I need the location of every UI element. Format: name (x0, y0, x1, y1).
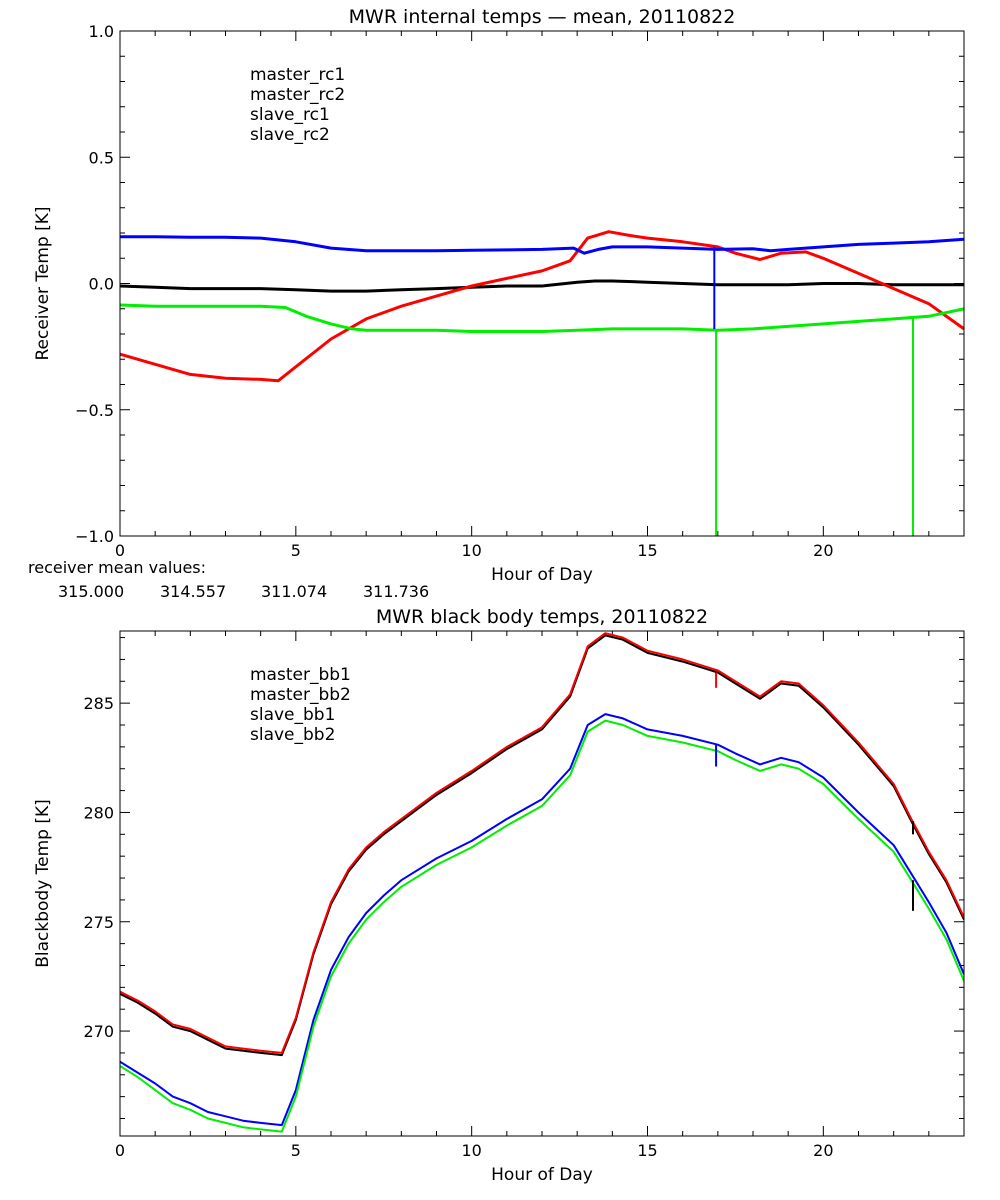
x-tick-label: 15 (637, 1141, 657, 1160)
mean-value-master-rc2: 314.557 (160, 582, 226, 601)
y-tick-label: 280 (83, 803, 114, 822)
plot-frame-blackbody (119, 630, 965, 1137)
y-tick-label: 270 (83, 1022, 114, 1041)
legend-entry-slave_rc1: slave_rc1 (250, 105, 330, 125)
chart-panel-receiver: MWR internal temps — mean, 20110822 0 5 10 1… (33, 6, 965, 585)
series-line-slave_rc1 (120, 235, 964, 255)
x-tick-label: 5 (291, 541, 301, 560)
y-tick-label: 285 (83, 694, 114, 713)
x-tick-label: 10 (461, 1141, 481, 1160)
series-line-slave_bb2 (120, 719, 964, 1133)
x-tick-label: 15 (637, 541, 657, 560)
mean-value-slave-rc2: 311.736 (363, 582, 429, 601)
mean-value-slave-rc1: 311.074 (261, 582, 327, 601)
legend-entry-master_rc1: master_rc1 (250, 65, 345, 85)
y-tick-label: 1.0 (89, 22, 114, 41)
x-tick-label: 0 (115, 541, 125, 560)
y-tick-label: 0.0 (89, 275, 114, 294)
y-axis-label-blackbody: Blackbody Temp [K] (33, 799, 53, 968)
series-line-slave_bb1 (120, 713, 964, 1127)
legend-entry-slave_bb2: slave_bb2 (250, 725, 335, 745)
chart-title-blackbody: MWR black body temps, 20110822 (376, 606, 708, 628)
plot-frame-receiver (119, 30, 965, 537)
y-tick-label: −0.5 (75, 401, 114, 420)
x-axis-label-receiver: Hour of Day (491, 565, 593, 585)
legend-entry-master_bb2: master_bb2 (250, 685, 351, 705)
y-tick-label: 275 (83, 913, 114, 932)
y-tick-label: 0.5 (89, 148, 114, 167)
chart-panel-blackbody: MWR black body temps, 20110822 0 5 10 15 20 27… (33, 606, 965, 1185)
series-line-master_bb1 (120, 634, 964, 1057)
legend-entry-slave_bb1: slave_bb1 (250, 705, 335, 725)
x-tick-label: 5 (291, 1141, 301, 1160)
legend-entry-slave_rc2: slave_rc2 (250, 125, 330, 145)
plot-area (120, 632, 964, 1133)
series-line-slave_rc2 (120, 303, 964, 333)
y-axis-label-receiver: Receiver Temp [K] (33, 206, 53, 360)
x-axis-label-blackbody: Hour of Day (491, 1165, 593, 1185)
mean-value-master-rc1: 315.000 (58, 582, 124, 601)
legend-entry-master_bb1: master_bb1 (250, 665, 351, 685)
series-line-master_bb2 (120, 632, 964, 1054)
x-tick-label: 10 (461, 541, 481, 560)
x-tick-label: 20 (813, 1141, 833, 1160)
legend-entry-master_rc2: master_rc2 (250, 85, 345, 105)
x-tick-label: 0 (115, 1141, 125, 1160)
series-line-master_rc1 (120, 279, 964, 293)
mean-values-label: receiver mean values: (28, 558, 206, 577)
chart-title-receiver: MWR internal temps — mean, 20110822 (349, 6, 736, 28)
x-tick-label: 20 (813, 541, 833, 560)
y-tick-label: −1.0 (75, 527, 114, 546)
plot-area (120, 230, 964, 536)
